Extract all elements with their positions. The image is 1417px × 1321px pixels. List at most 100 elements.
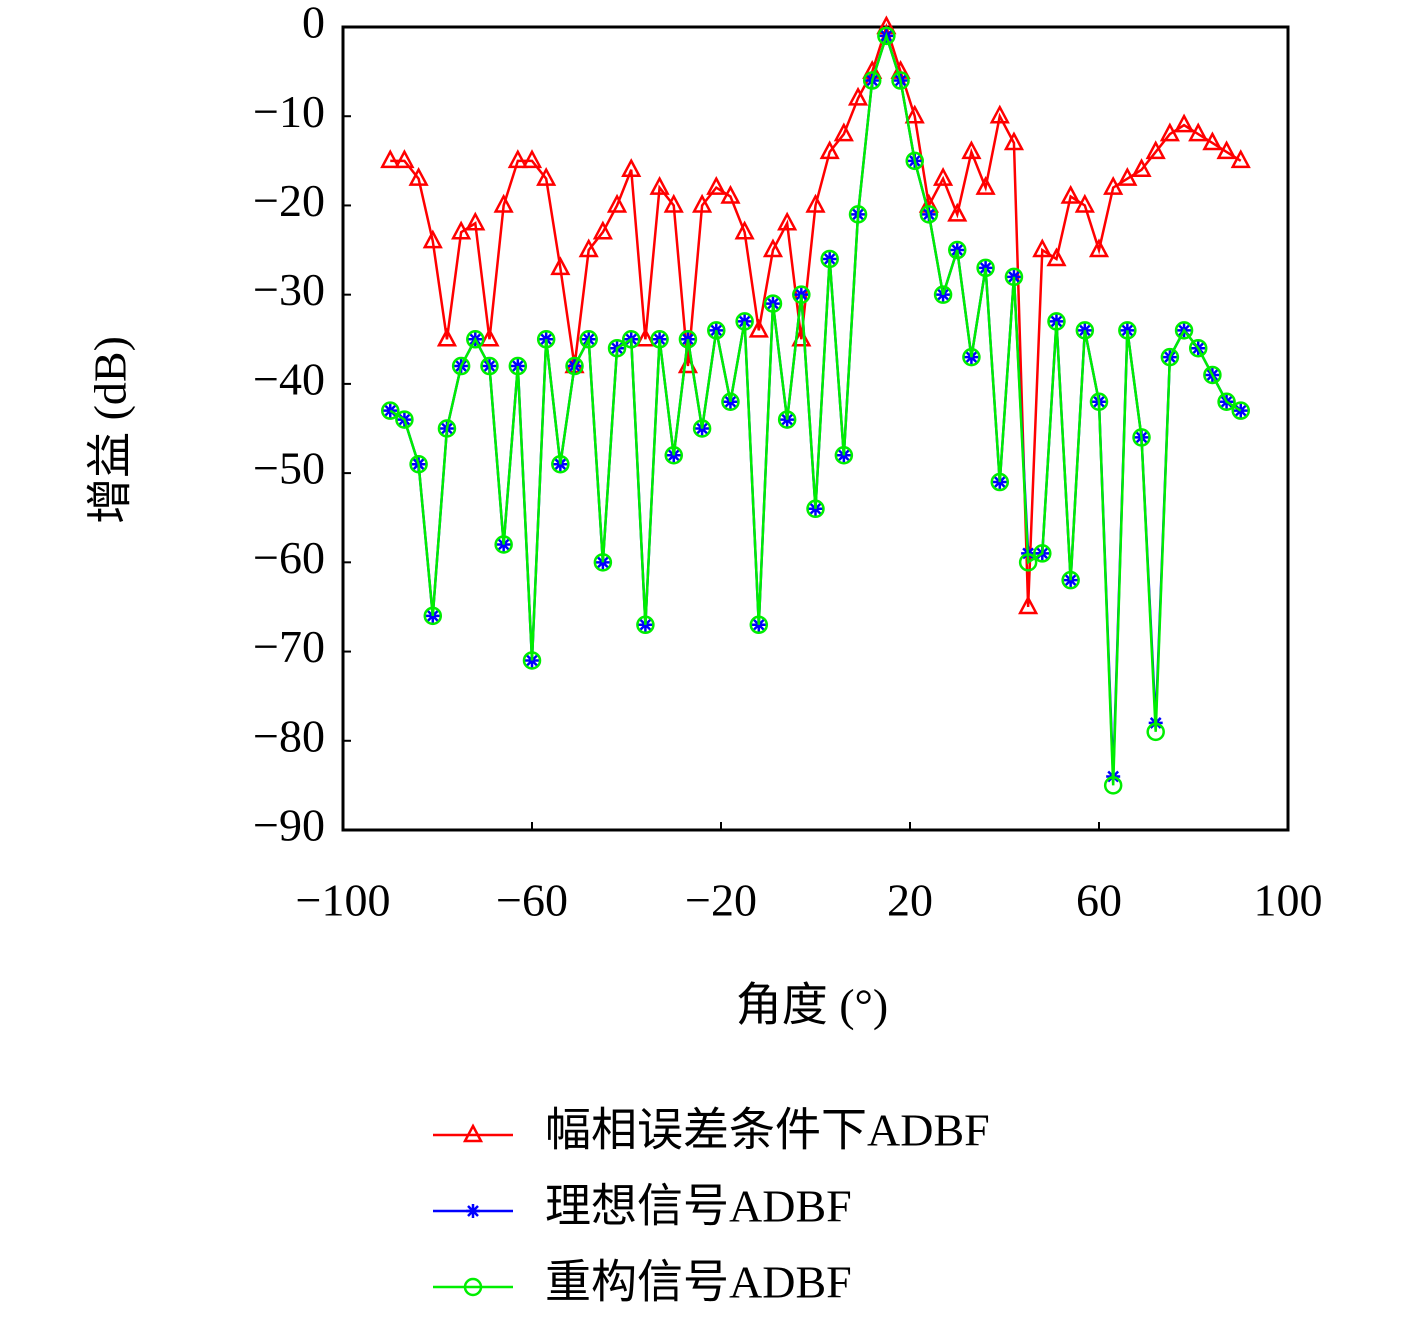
circle-marker (933, 285, 953, 304)
triangle-marker (1216, 140, 1237, 160)
circle-marker (763, 294, 783, 313)
triangle-marker (975, 175, 996, 195)
circle-marker (466, 330, 485, 349)
y-tick-label: −30 (253, 264, 325, 315)
triangle-marker (1145, 140, 1166, 160)
x-tick-label: −60 (496, 875, 568, 926)
triangle-marker (394, 149, 415, 169)
triangle-marker (507, 149, 528, 169)
circle-marker (579, 330, 598, 349)
triangle-marker (819, 140, 840, 160)
circle-marker (480, 356, 499, 376)
series-line (389, 31, 1242, 786)
circle-marker (877, 26, 896, 46)
circle-marker (551, 454, 570, 474)
y-tick-label: −10 (253, 86, 325, 137)
circle-marker (1047, 312, 1066, 331)
triangle-marker (1060, 184, 1081, 204)
y-tick-label: −40 (253, 353, 325, 404)
circle-marker (1217, 392, 1236, 411)
circle-marker (721, 392, 740, 411)
circle-marker (862, 71, 882, 90)
triangle-marker (479, 327, 500, 347)
circle-marker (806, 499, 825, 519)
x-axis-label: 角度 (°) (736, 980, 889, 1031)
triangle-marker (1088, 238, 1110, 258)
circle-marker (678, 330, 698, 349)
circle-marker (593, 553, 613, 572)
legend-label: 重构信号ADBF (545, 1257, 852, 1308)
circle-marker (1018, 553, 1038, 572)
triangle-marker (748, 318, 769, 338)
triangle-marker (493, 193, 514, 213)
triangle-marker (720, 184, 741, 204)
circle-marker (777, 410, 797, 429)
series-line (389, 31, 1242, 777)
triangle-marker (932, 167, 954, 186)
triangle-marker (1018, 595, 1039, 615)
x-tick-label: −100 (296, 875, 391, 926)
circle-marker (409, 454, 428, 474)
triangle-marker (762, 238, 784, 258)
triangle-marker (649, 175, 670, 195)
triangle-marker (1003, 131, 1025, 151)
y-tick-label: 0 (302, 0, 325, 48)
circle-marker (1146, 722, 1165, 742)
circle-marker (1033, 544, 1052, 563)
triangle-marker (380, 149, 401, 169)
circle-marker (1231, 401, 1250, 420)
triangle-marker (777, 211, 798, 231)
triangle-marker (734, 220, 755, 240)
x-tick-label: −20 (685, 875, 757, 926)
circle-marker (1160, 347, 1180, 367)
triangle-marker (451, 220, 472, 240)
triangle-marker (1202, 131, 1223, 151)
x-tick-label: 20 (887, 875, 933, 926)
circle-marker (565, 356, 584, 376)
y-axis-label: 增益 (dB) (85, 336, 136, 524)
circle-marker (494, 535, 513, 554)
triangle-marker (408, 167, 429, 186)
triangle-marker (1074, 193, 1095, 213)
triangle-marker (621, 158, 642, 178)
circle-marker (423, 606, 443, 626)
triangle-marker (1188, 122, 1209, 142)
triangle-marker (606, 193, 628, 213)
circle-marker (451, 356, 471, 376)
triangle-marker (805, 193, 826, 213)
circle-marker (1203, 365, 1222, 385)
triangle-marker (436, 327, 458, 347)
triangle-marker (833, 122, 854, 142)
circle-marker (891, 71, 910, 90)
triangle-marker (550, 256, 571, 276)
plot-frame (341, 25, 1290, 832)
triangle-marker (663, 193, 684, 213)
circle-marker (664, 446, 683, 465)
circle-marker (636, 615, 655, 635)
circle-marker (621, 330, 641, 349)
circle-marker (834, 446, 854, 465)
circle-marker (1132, 428, 1151, 447)
circle-marker (536, 330, 556, 349)
triangle-marker (847, 86, 869, 106)
triangle-marker (635, 327, 656, 347)
circle-marker (508, 356, 528, 376)
circle-marker (1089, 392, 1109, 411)
circle-marker (1004, 267, 1024, 287)
triangle-marker (1117, 167, 1138, 186)
triangle-marker (1159, 122, 1180, 142)
circle-marker (650, 330, 669, 349)
triangle-marker (1103, 175, 1124, 195)
triangle-marker (422, 229, 443, 249)
y-tick-label: −90 (253, 800, 325, 851)
y-tick-label: −70 (253, 621, 325, 672)
y-tick-label: −60 (253, 532, 325, 583)
circle-marker (437, 419, 457, 438)
circle-marker (395, 410, 414, 429)
x-tick-label: 100 (1254, 875, 1323, 926)
triangle-marker (961, 140, 982, 160)
triangle-marker (947, 202, 968, 222)
triangle-marker (692, 193, 713, 213)
circle-marker (820, 249, 839, 269)
